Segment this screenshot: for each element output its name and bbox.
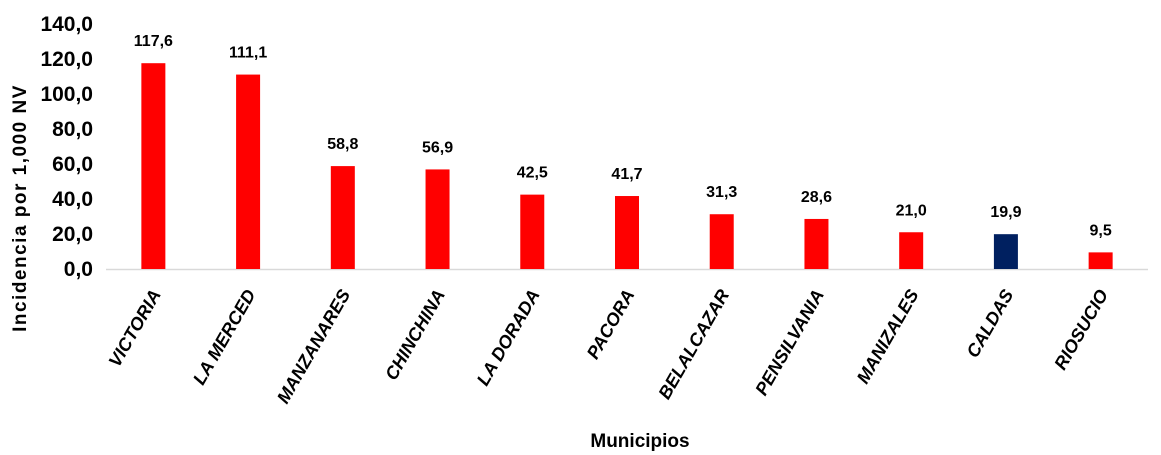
y-tick-label: 60,0 bbox=[52, 153, 93, 176]
x-tick-label: PENSILVANIA bbox=[751, 286, 828, 399]
x-tick-label: MANIZALES bbox=[853, 286, 923, 387]
y-tick-label: 120,0 bbox=[40, 48, 93, 71]
x-tick-label: VICTORIA bbox=[105, 286, 165, 370]
data-label: 111,1 bbox=[229, 45, 267, 62]
y-tick-label: 100,0 bbox=[40, 83, 93, 106]
data-label: 41,7 bbox=[611, 166, 642, 183]
bar-chinchina bbox=[425, 169, 450, 269]
data-label: 21,0 bbox=[896, 202, 927, 219]
bar-manizales bbox=[899, 232, 924, 269]
data-label: 58,8 bbox=[327, 136, 358, 153]
bar-victoria bbox=[141, 63, 166, 270]
data-label: 31,3 bbox=[706, 184, 737, 201]
y-tick-label: 140,0 bbox=[40, 13, 93, 36]
bar-manzanares bbox=[330, 166, 355, 269]
x-tick-label: RIOSUCIO bbox=[1050, 286, 1112, 373]
bar-riosucio bbox=[1088, 252, 1113, 269]
x-tick-label: LA MERCED bbox=[189, 286, 259, 388]
bar-la-merced bbox=[236, 74, 261, 269]
data-label: 56,9 bbox=[422, 139, 453, 156]
y-axis-title: Incidencia por 1,000 NV bbox=[10, 84, 31, 332]
data-label: 9,5 bbox=[1090, 222, 1112, 239]
data-label: 19,9 bbox=[990, 204, 1021, 221]
bar-pensilvania bbox=[804, 218, 829, 269]
category-labels: VICTORIA LA MERCED MANZANARES CHINCHINA LA D… bbox=[105, 286, 1112, 407]
bars bbox=[141, 63, 1113, 270]
bar-la-dorada bbox=[520, 194, 545, 269]
data-label: 42,5 bbox=[517, 165, 548, 182]
y-tick-label: 0,0 bbox=[64, 258, 93, 281]
bar-caldas bbox=[993, 234, 1018, 269]
x-tick-label: MANZANARES bbox=[273, 286, 354, 407]
y-axis-ticks: 0,0 20,0 40,0 60,0 80,0 100,0 120,0 140,0 bbox=[40, 13, 93, 281]
x-tick-label: CALDAS bbox=[963, 286, 1018, 361]
bar-pacora bbox=[615, 196, 639, 269]
x-tick-label: LA DORADA bbox=[473, 286, 544, 389]
data-labels: 117,6 111,1 58,8 56,9 42,5 41,7 31,3 28,6 21,0 19… bbox=[134, 33, 1112, 239]
x-tick-label: CHINCHINA bbox=[381, 286, 449, 383]
data-label: 28,6 bbox=[801, 189, 832, 206]
data-label: 117,6 bbox=[134, 33, 173, 50]
y-tick-label: 80,0 bbox=[52, 118, 93, 141]
y-tick-label: 20,0 bbox=[52, 223, 93, 246]
bar-belalcazar bbox=[709, 214, 734, 269]
x-tick-label: BELALCAZAR bbox=[654, 286, 733, 403]
x-axis-title: Municipios bbox=[590, 431, 689, 452]
x-tick-label: PACORA bbox=[583, 286, 639, 362]
y-tick-label: 40,0 bbox=[52, 188, 93, 211]
